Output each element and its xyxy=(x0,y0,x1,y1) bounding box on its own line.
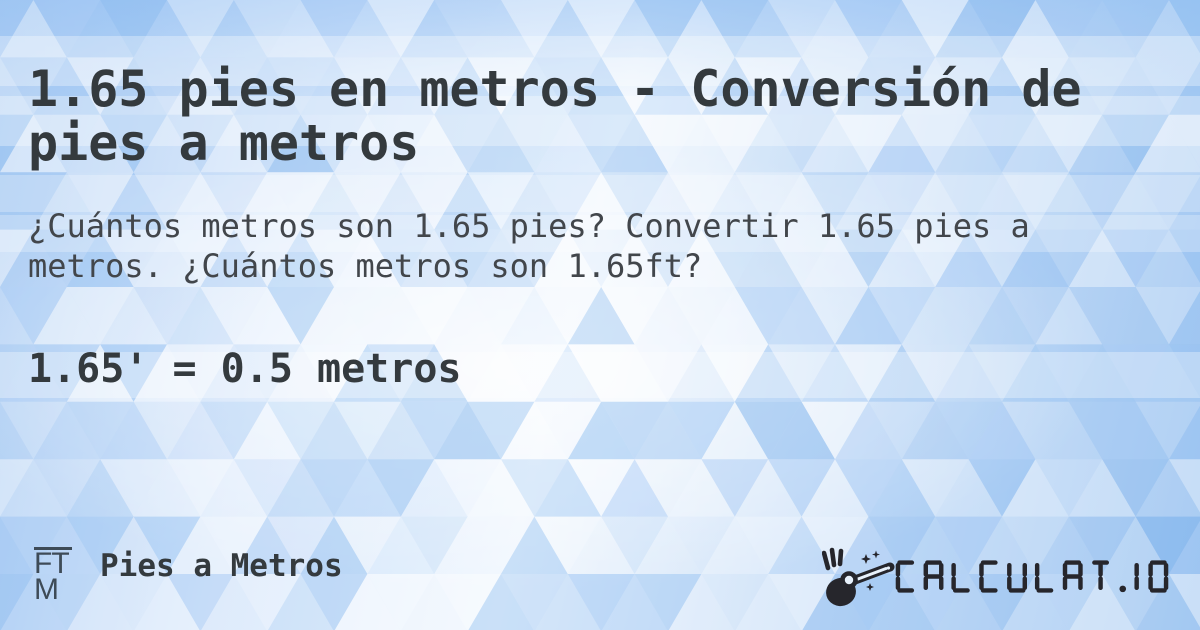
feet-to-meters-icon: FT M xyxy=(34,547,72,606)
conversion-result: 1.65' = 0.5 metros xyxy=(28,346,462,392)
page-subtitle: ¿Cuántos metros son 1.65 pies? Convertir… xyxy=(28,207,1030,285)
page-title: 1.65 pies en metros - Conversión de pies… xyxy=(28,59,1082,172)
brand-logo-text xyxy=(895,560,1169,593)
footer-label: Pies a Metros xyxy=(100,548,343,584)
unit-bottom-label: M xyxy=(34,573,59,606)
unit-top-label: FT xyxy=(34,547,70,580)
magic-wand-icon xyxy=(822,547,895,607)
